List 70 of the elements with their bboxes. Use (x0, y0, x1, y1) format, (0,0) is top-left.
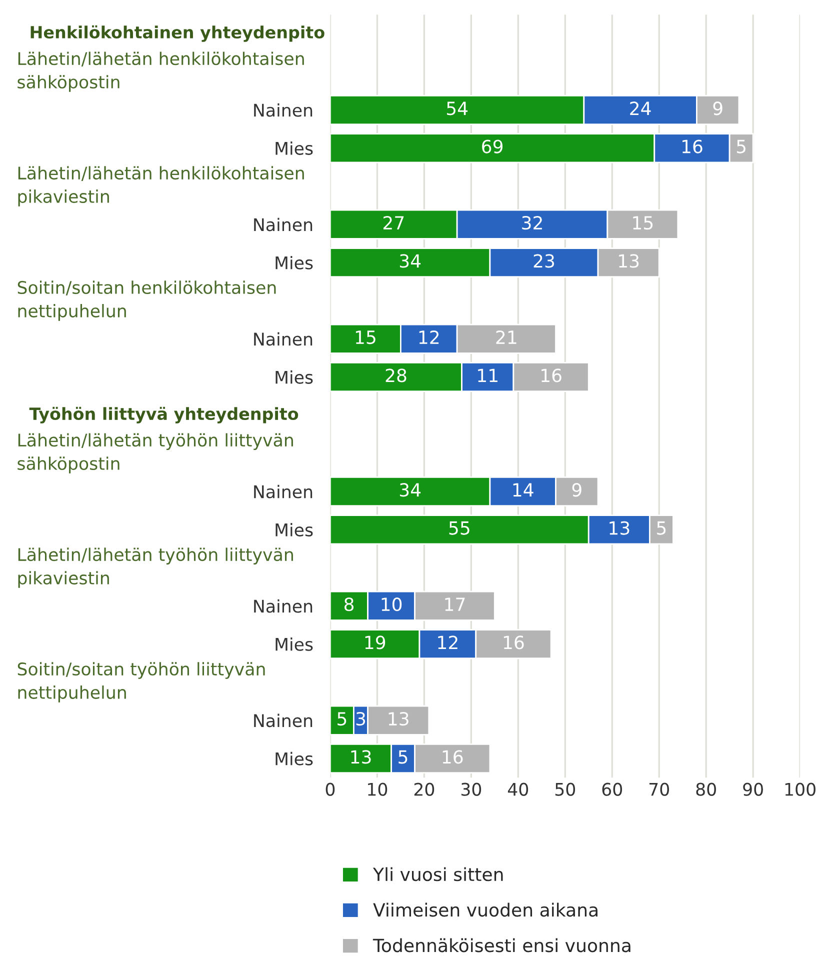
data-label: 9 (713, 102, 722, 116)
data-label: 19 (365, 636, 386, 650)
data-label: 8 (344, 598, 354, 612)
data-label: 13 (610, 521, 630, 535)
data-label: 10 (382, 598, 402, 612)
text: Lähetin/lähetän työhön liittyvän sähköpostin (18, 433, 293, 474)
data-label: 15 (633, 216, 653, 230)
data-label: 13 (619, 254, 639, 268)
y-tick-label: Mies (276, 370, 313, 384)
data-label: 16 (504, 636, 524, 650)
y-tick-label: Nainen (254, 103, 312, 117)
data-label: 55 (449, 521, 470, 535)
y-tick-label: Mies (276, 752, 313, 766)
data-label: 16 (542, 368, 562, 382)
data-label: 17 (445, 598, 465, 611)
data-label: 24 (630, 102, 651, 115)
data-label: 13 (388, 712, 408, 726)
data-label: 28 (386, 368, 406, 382)
data-label: 5 (338, 712, 346, 726)
x-tick-label: 30 (461, 782, 482, 796)
text: Työhön liittyvä yhteydenpito (29, 406, 298, 424)
y-tick-label: Mies (276, 637, 313, 651)
data-label: 12 (419, 330, 439, 344)
text: Lähetin/lähetän henkilökohtaisen pikaviestin (18, 166, 304, 206)
data-label: 21 (496, 330, 516, 344)
y-tick-label: Nainen (254, 332, 312, 346)
data-label: 23 (534, 254, 554, 268)
legend-label: Yli vuosi sitten (372, 867, 503, 882)
data-label: 3 (356, 712, 366, 726)
data-label: 69 (482, 140, 503, 154)
data-label: 12 (438, 636, 458, 650)
data-label: 27 (383, 216, 404, 230)
data-label: 32 (522, 216, 542, 230)
data-label: 11 (478, 368, 498, 382)
data-label: 34 (400, 483, 421, 497)
data-label: 15 (356, 330, 376, 344)
y-tick-label: Nainen (254, 218, 312, 232)
y-tick-label: Mies (276, 256, 313, 270)
x-tick-label: 60 (602, 782, 622, 796)
x-tick-label: 0 (326, 782, 335, 796)
data-label: 16 (682, 140, 702, 154)
data-label: 5 (657, 521, 666, 535)
x-tick-label: 90 (743, 782, 763, 796)
x-tick-label: 50 (555, 782, 576, 796)
x-tick-label: 40 (508, 782, 528, 796)
data-label: 34 (400, 254, 421, 268)
data-label: 13 (351, 750, 371, 764)
x-tick-label: 10 (368, 782, 388, 796)
y-tick-label: Nainen (254, 599, 312, 613)
data-label: 14 (513, 483, 534, 496)
data-label: 54 (446, 102, 468, 116)
legend-label: Todennäköisesti ensi vuonna (372, 938, 630, 952)
y-tick-label: Mies (276, 523, 313, 536)
y-tick-label: Nainen (254, 714, 312, 728)
legend-label: Viimeisen vuoden aikana (373, 902, 598, 917)
y-tick-label: Mies (276, 142, 313, 155)
data-label: 5 (398, 750, 408, 764)
text: Soitin/soitan henkilökohtaisen nettipuhelun (18, 280, 276, 321)
text: Lähetin/lähetän työhön liittyvän pikaviestin (18, 548, 293, 588)
text: Henkilökohtainen yhteydenpito (30, 25, 324, 42)
y-tick-label: Nainen (254, 484, 312, 498)
x-tick-label: 80 (696, 782, 716, 796)
data-label: 5 (736, 140, 746, 154)
x-tick-label: 20 (414, 782, 434, 796)
data-label: 16 (442, 750, 463, 764)
text: Lähetin/lähetän henkilökohtaisen sähköpostin (18, 52, 304, 92)
text: Soitin/soitan työhön liittyvän nettipuhelun (18, 662, 265, 702)
data-label: 9 (572, 483, 582, 497)
x-tick-label: 100 (785, 782, 816, 796)
x-tick-label: 70 (649, 782, 669, 796)
